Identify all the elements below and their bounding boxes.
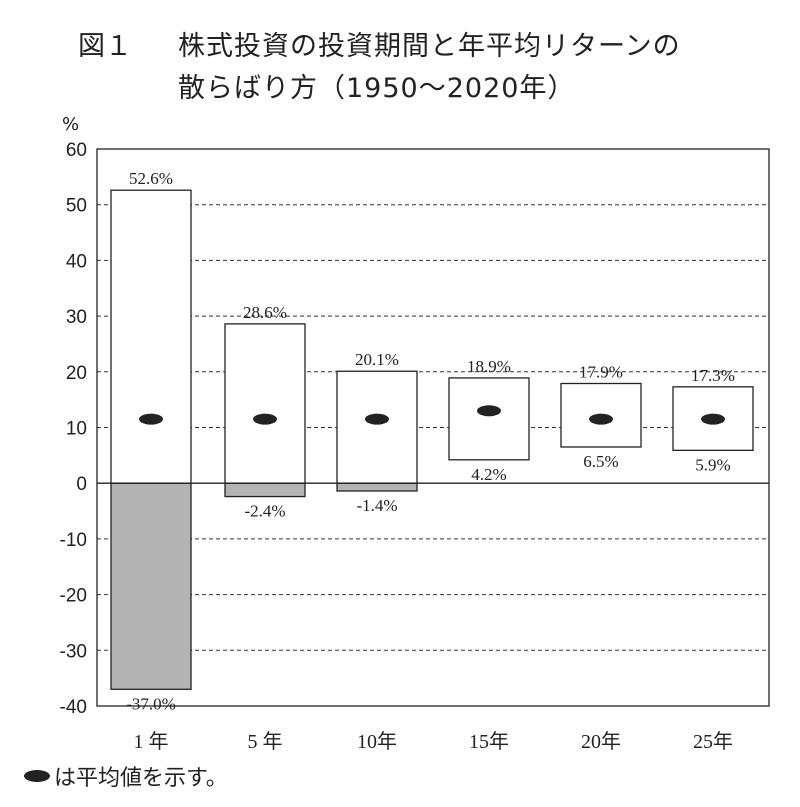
max-data-label: 20.1% [355,350,399,369]
range-bar-positive [110,189,192,484]
mean-marker-icon [24,770,50,782]
mean-marker [139,413,163,425]
range-bar-positive [224,323,306,484]
y-axis-unit: % [62,114,80,135]
min-data-label: 4.2% [471,465,506,484]
min-data-label: -2.4% [244,502,285,521]
y-tick-label: 30 [66,307,87,328]
y-tick-label: -40 [60,697,87,718]
min-data-label: 6.5% [583,452,618,471]
mean-marker [253,413,277,425]
min-data-label: 5.9% [695,455,730,474]
figure-label: 図１ [78,31,132,62]
chart-title-line1: 株式投資の投資期間と年平均リターンの [178,31,681,62]
y-tick-label: 50 [66,196,87,217]
mean-marker [589,413,613,425]
max-data-label: 17.9% [579,362,623,381]
range-bar-negative [110,482,192,690]
max-data-label: 28.6% [243,303,287,322]
y-tick-label: 60 [66,140,87,161]
max-data-label: 17.3% [691,366,735,385]
y-tick-label: 10 [66,419,87,440]
legend-note: は平均値を示す。 [24,760,228,792]
max-data-label: 18.9% [467,357,511,376]
min-data-label: -1.4% [356,496,397,515]
y-tick-label: 40 [66,251,87,272]
mean-marker [701,413,725,425]
y-tick-label: 20 [66,363,87,384]
x-category-label: 10年 [357,730,397,753]
x-category-label: 15年 [469,730,509,753]
range-bar-negative [336,482,418,492]
x-category-label: 20年 [581,730,621,753]
min-data-label: -37.0% [126,694,176,713]
y-tick-label: 0 [76,474,87,495]
range-bar-negative [224,482,306,498]
chart-title-line2: 散らばり方（1950～2020年） [178,73,576,104]
range-bar-positive [336,370,418,484]
plot-frame [96,148,770,707]
max-data-label: 52.6% [129,169,173,188]
y-tick-label: -20 [60,586,87,607]
x-category-label: 1 年 [134,730,169,753]
mean-marker [477,405,501,417]
x-category-label: 5 年 [248,730,283,753]
mean-marker [365,413,389,425]
legend-note-text: は平均値を示す。 [54,766,228,791]
range-bar-positive [448,377,530,461]
y-tick-label: -30 [60,641,87,662]
y-tick-label: -10 [60,530,87,551]
x-category-label: 25年 [693,730,733,753]
